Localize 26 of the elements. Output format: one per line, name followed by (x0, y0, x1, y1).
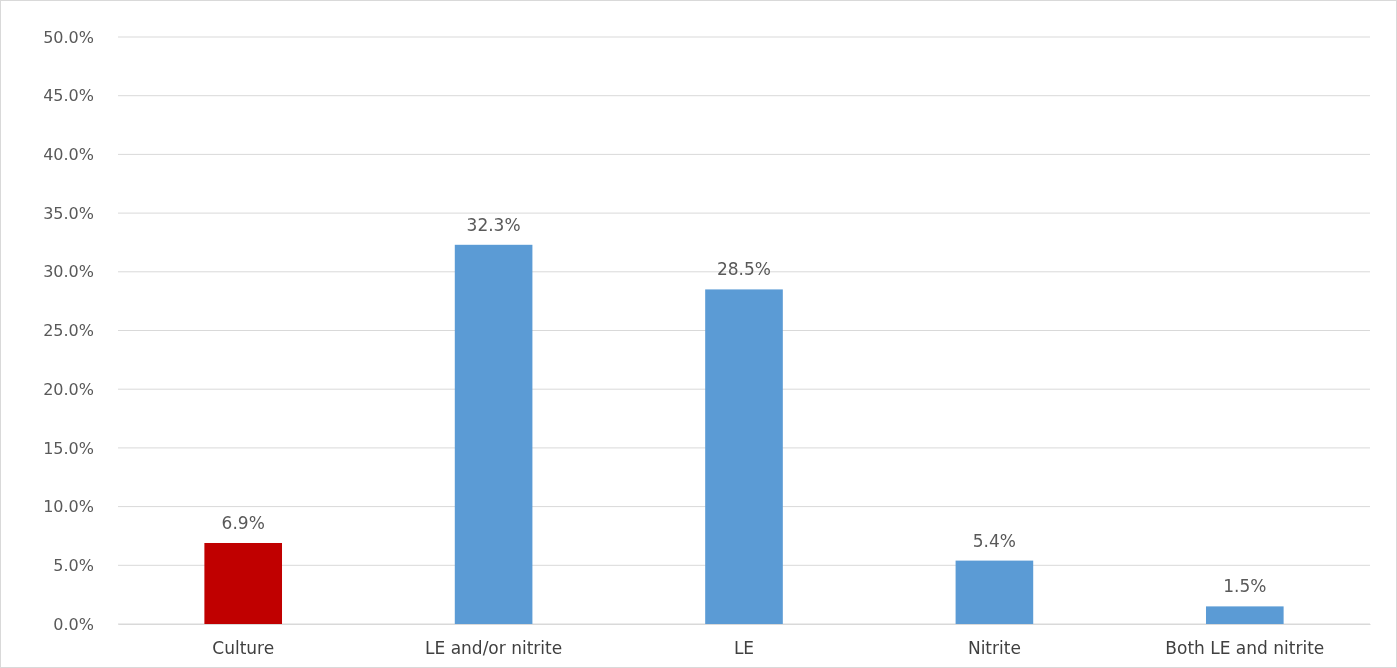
bar (1205, 606, 1284, 624)
data-label: 1.5% (1223, 576, 1267, 597)
data-label: 28.5% (716, 259, 772, 280)
y-tick-label: 5.0% (53, 555, 94, 575)
y-tick-label: 40.0% (43, 145, 94, 165)
x-tick-label: LE and/or nitrite (425, 638, 563, 659)
y-tick-label: 35.0% (43, 203, 94, 223)
x-tick-label: Nitrite (967, 638, 1021, 659)
bar (705, 289, 783, 624)
y-tick-label: 30.0% (43, 262, 94, 282)
x-tick-label: Culture (212, 638, 275, 659)
bar (955, 560, 1034, 624)
x-tick-label: LE (733, 638, 755, 659)
y-tick-label: 25.0% (43, 321, 94, 341)
y-tick-label: 50.0% (43, 27, 94, 47)
data-label: 5.4% (972, 530, 1016, 551)
y-tick-label: 15.0% (43, 438, 94, 458)
bar (454, 244, 533, 624)
bar (204, 542, 283, 624)
data-label: 32.3% (466, 214, 521, 235)
y-tick-label: 45.0% (43, 86, 94, 106)
y-tick-label: 10.0% (43, 497, 94, 517)
x-tick-label: Both LE and nitrite (1165, 638, 1325, 659)
data-label: 6.9% (221, 512, 265, 533)
y-tick-label: 20.0% (43, 379, 94, 399)
y-tick-label: 0.0% (53, 614, 94, 634)
